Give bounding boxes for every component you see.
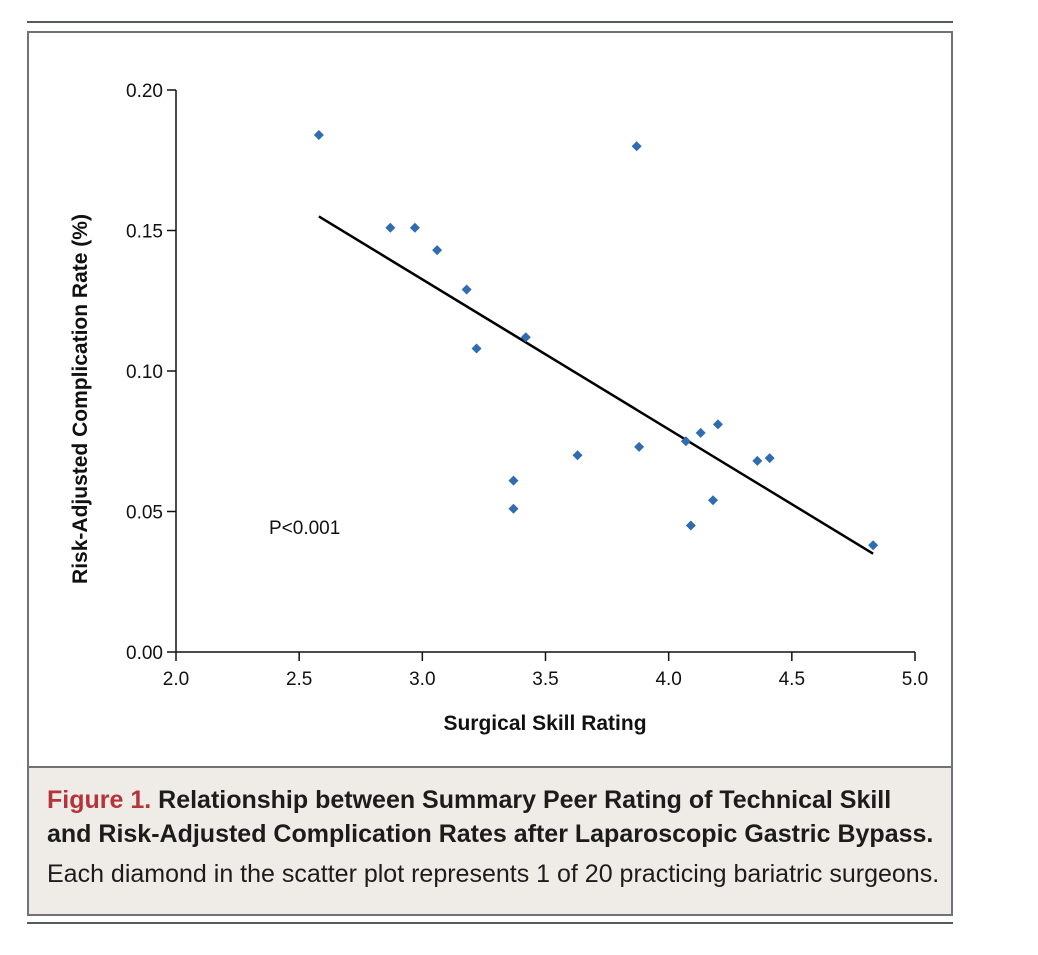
x-tick-label: 4.0 bbox=[655, 669, 681, 690]
data-point-diamond bbox=[685, 520, 696, 531]
data-point-diamond bbox=[508, 475, 519, 486]
x-tick-label: 4.5 bbox=[779, 669, 805, 690]
data-point-diamond bbox=[868, 540, 879, 551]
x-tick-label: 3.5 bbox=[532, 669, 558, 690]
data-point-diamond bbox=[752, 455, 763, 466]
x-axis-label: Surgical Skill Rating bbox=[443, 712, 646, 735]
data-point-diamond bbox=[631, 141, 642, 152]
plot-area: 0.00 0.05 0.10 0.15 0.20 2.0 2.5 3.0 3.5 4.0 4.5 5.… bbox=[29, 33, 951, 766]
y-tick-label: 0.05 bbox=[126, 503, 163, 524]
figure-frame: 0.00 0.05 0.10 0.15 0.20 2.0 2.5 3.0 3.5 4.0 4.5 5.… bbox=[27, 31, 953, 916]
data-point-diamond bbox=[313, 129, 324, 140]
data-point-diamond bbox=[508, 503, 519, 514]
x-tick-label: 2.0 bbox=[163, 669, 189, 690]
data-point-diamond bbox=[634, 441, 645, 452]
y-tick-label: 0.10 bbox=[126, 362, 163, 383]
y-tick-label: 0.00 bbox=[126, 643, 163, 664]
data-point-diamond bbox=[764, 453, 775, 464]
trend-line bbox=[318, 215, 874, 555]
caption-description: Each diamond in the scatter plot represe… bbox=[47, 860, 940, 888]
data-point-diamond bbox=[680, 436, 691, 447]
data-point-diamond bbox=[695, 427, 706, 438]
p-value-annotation: P<0.001 bbox=[269, 518, 340, 539]
data-point-diamond bbox=[572, 450, 583, 461]
data-point-diamond bbox=[461, 284, 472, 295]
bottom-rule bbox=[27, 922, 953, 924]
top-rule bbox=[27, 21, 953, 23]
data-point-diamond bbox=[409, 222, 420, 233]
figure-caption: Figure 1. Relationship between Summary P… bbox=[29, 766, 951, 914]
caption-title-part-1: Relationship between Summary Peer Rating… bbox=[151, 786, 892, 814]
x-tick-label: 3.0 bbox=[409, 669, 435, 690]
data-point-diamond bbox=[712, 419, 723, 430]
data-point-diamond bbox=[520, 332, 531, 343]
data-point-diamond bbox=[471, 343, 482, 354]
data-point-diamond bbox=[708, 495, 719, 506]
y-tick-label: 0.20 bbox=[126, 81, 163, 102]
caption-title-line-2: and Risk-Adjusted Complication Rates aft… bbox=[47, 820, 934, 848]
data-point-diamond bbox=[385, 222, 396, 233]
data-point-diamond bbox=[432, 245, 443, 256]
figure-label: Figure 1. bbox=[47, 786, 152, 814]
x-tick-label: 2.5 bbox=[286, 669, 312, 690]
scatter-chart: 0.00 0.05 0.10 0.15 0.20 2.0 2.5 3.0 3.5 4.0 4.5 5.… bbox=[69, 81, 928, 735]
y-axis-label: Risk-Adjusted Complication Rate (%) bbox=[69, 214, 92, 584]
y-tick-label: 0.15 bbox=[126, 222, 163, 243]
caption-title-line-1: Figure 1. Relationship between Summary P… bbox=[47, 786, 891, 815]
x-tick-label: 5.0 bbox=[902, 669, 928, 690]
